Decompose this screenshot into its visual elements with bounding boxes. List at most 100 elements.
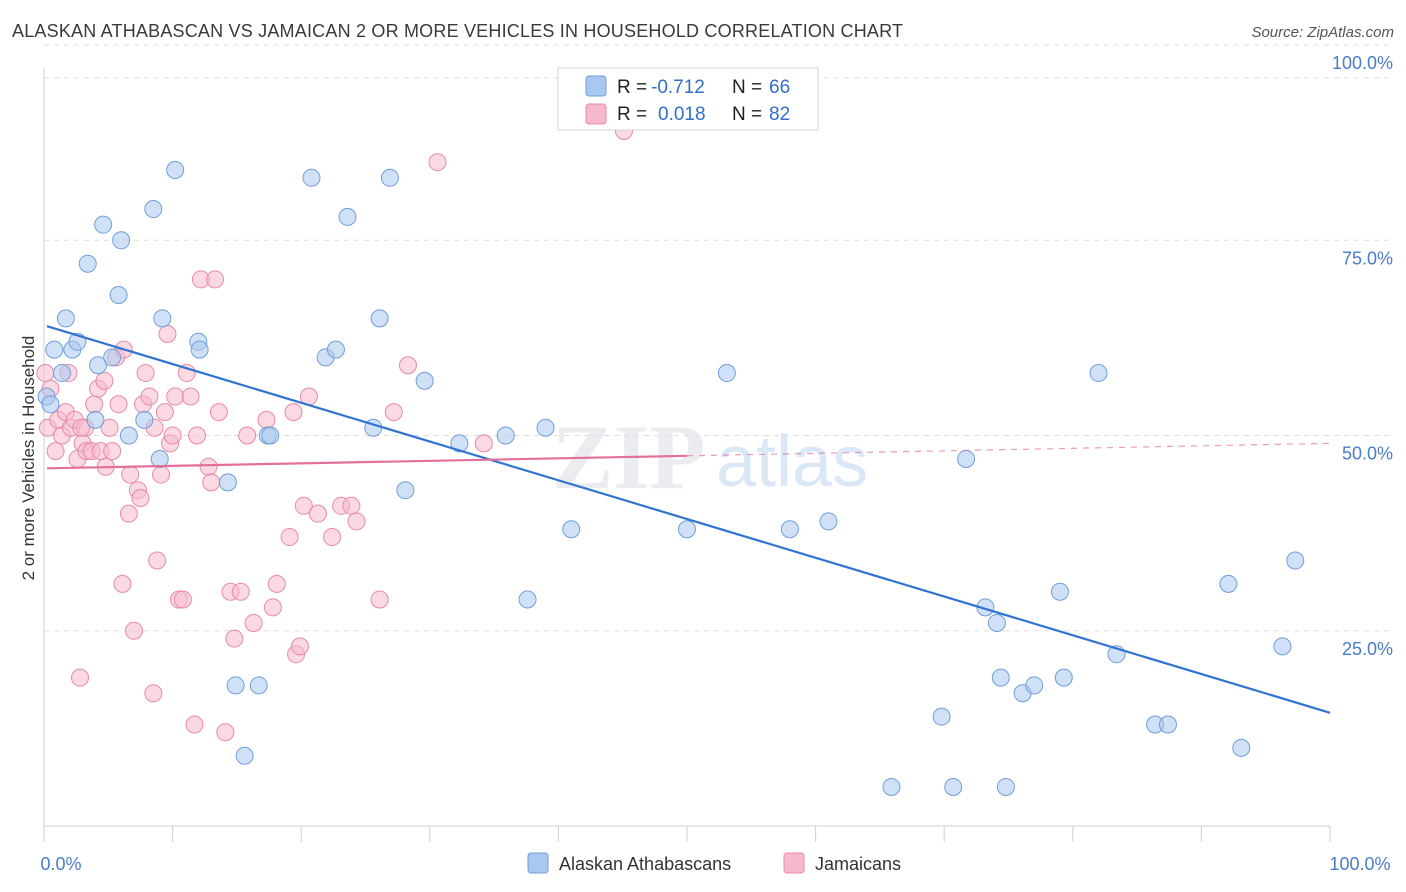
data-point-alaskan-athabascans (135, 410, 154, 429)
x-axis-ticks (43, 826, 1331, 842)
y-axis-label: 2 or more Vehicles in Household (19, 336, 38, 581)
stats-n-value-2: 82 (769, 104, 790, 125)
data-point-alaskan-athabascans (1050, 582, 1069, 601)
data-point-alaskan-athabascans (882, 777, 901, 796)
series-jamaicans (36, 121, 633, 742)
data-point-alaskan-athabascans (326, 340, 345, 359)
data-point-alaskan-athabascans (1089, 364, 1108, 383)
data-point-jamaicans (244, 613, 263, 632)
data-point-jamaicans (280, 528, 299, 547)
data-point-alaskan-athabascans (89, 356, 108, 375)
x-tick-label-min: 0.0% (40, 854, 81, 874)
data-point-jamaicans (267, 574, 286, 593)
data-point-jamaicans (199, 457, 218, 476)
data-point-alaskan-athabascans (150, 449, 169, 468)
y-axis-tick-labels: 25.0% 50.0% 75.0% 100.0% (1332, 53, 1393, 659)
stats-r-value-1: -0.712 (651, 77, 705, 98)
data-point-alaskan-athabascans (261, 426, 280, 445)
data-point-jamaicans (294, 496, 313, 515)
data-point-alaskan-athabascans (226, 676, 245, 695)
stats-r-label-2: R = (617, 104, 647, 125)
data-point-alaskan-athabascans (991, 668, 1010, 687)
data-point-alaskan-athabascans (302, 168, 321, 187)
data-point-alaskan-athabascans (996, 777, 1015, 796)
data-point-jamaicans (103, 442, 122, 461)
data-point-alaskan-athabascans (819, 512, 838, 531)
data-point-alaskan-athabascans (144, 200, 163, 219)
trend-line-alaskan-athabascans (46, 325, 1331, 714)
y-tick-label: 75.0% (1342, 248, 1393, 268)
data-point-jamaicans (72, 418, 91, 437)
data-point-alaskan-athabascans (56, 309, 75, 328)
data-point-alaskan-athabascans (153, 309, 172, 328)
data-point-alaskan-athabascans (41, 395, 60, 414)
trend-line-jamaicans (46, 454, 688, 470)
data-point-jamaicans (144, 684, 163, 703)
data-point-jamaicans (231, 582, 250, 601)
data-point-alaskan-athabascans (370, 309, 389, 328)
data-point-jamaicans (131, 489, 150, 507)
gridlines (44, 44, 1392, 632)
trend-lines (46, 325, 1331, 714)
data-point-jamaicans (71, 668, 90, 687)
data-point-jamaicans (166, 387, 185, 406)
y-tick-label: 25.0% (1342, 639, 1393, 659)
data-point-alaskan-athabascans (103, 348, 122, 367)
data-point-jamaicans (474, 434, 493, 453)
stats-n-label-2: N = (732, 104, 762, 125)
data-point-alaskan-athabascans (94, 215, 113, 234)
x-tick-label-max: 100.0% (1329, 854, 1390, 874)
data-point-alaskan-athabascans (1025, 676, 1044, 695)
data-point-alaskan-athabascans (780, 520, 799, 539)
data-point-jamaicans (85, 395, 104, 414)
source-note: Source: ZipAtlas.com (1251, 24, 1394, 41)
stats-legend: R = -0.712 N = 66 R = 0.018 N = 82 (557, 67, 819, 131)
data-point-jamaicans (284, 403, 303, 422)
data-point-jamaicans (290, 637, 309, 656)
data-point-jamaicans (173, 590, 192, 609)
data-point-alaskan-athabascans (86, 410, 105, 429)
data-point-jamaicans (125, 621, 144, 640)
data-point-jamaicans (347, 512, 366, 531)
data-point-jamaicans (342, 496, 361, 515)
data-point-alaskan-athabascans (166, 161, 185, 179)
data-point-jamaicans (140, 387, 159, 406)
stats-r-label-1: R = (617, 77, 647, 98)
legend-swatch-jamaicans (783, 852, 805, 874)
data-point-alaskan-athabascans (987, 613, 1006, 632)
data-point-jamaicans (370, 590, 389, 609)
data-point-jamaicans (428, 153, 447, 172)
data-point-alaskan-athabascans (450, 434, 469, 453)
data-point-alaskan-athabascans (944, 777, 963, 796)
data-point-jamaicans (185, 715, 204, 734)
data-point-alaskan-athabascans (932, 707, 951, 726)
series-legend: Alaskan Athabascans Jamaicans (527, 852, 901, 874)
watermark-atlas: atlas (716, 422, 868, 502)
data-point-alaskan-athabascans (678, 520, 696, 539)
data-point-alaskan-athabascans (536, 418, 555, 437)
data-point-alaskan-athabascans (957, 449, 976, 468)
data-point-jamaicans (163, 426, 182, 445)
stats-swatch-pink (585, 103, 607, 125)
data-point-jamaicans (119, 504, 138, 523)
data-point-alaskan-athabascans (190, 340, 209, 359)
data-point-alaskan-athabascans (518, 590, 537, 609)
data-point-jamaicans (202, 473, 221, 492)
chart-title: ALASKAN ATHABASCAN VS JAMAICAN 2 OR MORE… (12, 21, 904, 41)
data-point-jamaicans (113, 574, 132, 593)
data-point-alaskan-athabascans (78, 254, 97, 273)
data-point-alaskan-athabascans (45, 340, 64, 359)
data-point-alaskan-athabascans (1158, 715, 1177, 734)
data-point-jamaicans (136, 364, 155, 383)
data-point-jamaicans (36, 364, 55, 383)
data-point-jamaicans (148, 551, 167, 570)
data-point-alaskan-athabascans (415, 371, 434, 390)
data-point-jamaicans (100, 418, 119, 437)
data-point-alaskan-athabascans (380, 168, 399, 187)
data-point-jamaicans (188, 426, 207, 445)
data-point-alaskan-athabascans (562, 520, 581, 539)
stats-n-value-1: 66 (769, 77, 790, 98)
legend-label-alaskan-athabascans: Alaskan Athabascans (559, 854, 731, 874)
data-point-jamaicans (323, 528, 342, 547)
